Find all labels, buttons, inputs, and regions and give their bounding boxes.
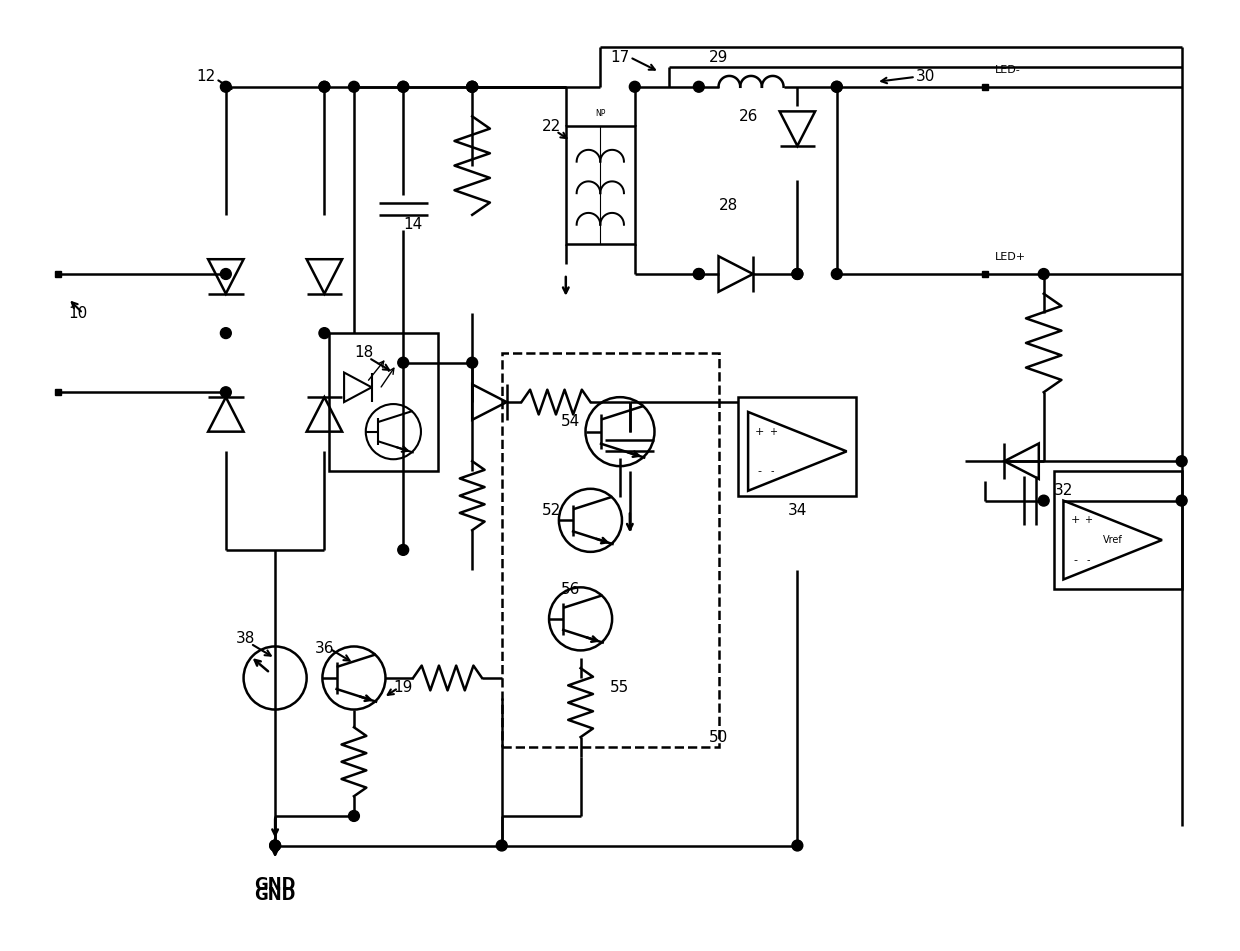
Circle shape: [831, 82, 842, 92]
Text: 28: 28: [719, 198, 738, 212]
Circle shape: [466, 82, 477, 92]
Text: 14: 14: [403, 217, 423, 232]
Text: Vref: Vref: [1102, 535, 1122, 545]
Text: GND: GND: [254, 885, 296, 903]
Text: -: -: [1074, 554, 1078, 565]
Text: 26: 26: [738, 108, 758, 124]
Circle shape: [792, 268, 802, 280]
Text: 50: 50: [709, 729, 728, 745]
Text: 52: 52: [542, 503, 560, 518]
Text: LED-: LED-: [994, 65, 1021, 75]
Circle shape: [319, 82, 330, 92]
Circle shape: [348, 82, 360, 92]
Circle shape: [693, 268, 704, 280]
Circle shape: [221, 328, 232, 339]
Text: 19: 19: [393, 680, 413, 695]
Circle shape: [831, 82, 842, 92]
Circle shape: [221, 268, 232, 280]
Text: 12: 12: [196, 69, 216, 85]
Circle shape: [1038, 495, 1049, 506]
Circle shape: [466, 82, 477, 92]
Circle shape: [466, 358, 477, 368]
Circle shape: [831, 268, 842, 280]
Text: 22: 22: [542, 119, 560, 134]
Text: +: +: [1070, 515, 1080, 525]
Circle shape: [398, 545, 409, 555]
Text: 56: 56: [560, 582, 580, 597]
Circle shape: [221, 82, 232, 92]
Bar: [565, 126, 635, 244]
Text: GND: GND: [254, 876, 296, 894]
Text: 10: 10: [68, 306, 88, 320]
Text: -: -: [771, 466, 775, 476]
Bar: [330, 333, 438, 471]
Text: 55: 55: [610, 680, 630, 695]
Text: LED+: LED+: [994, 252, 1025, 262]
Text: 38: 38: [236, 631, 255, 646]
Text: 32: 32: [1054, 483, 1073, 498]
Text: 54: 54: [562, 415, 580, 429]
Circle shape: [1038, 268, 1049, 280]
Text: 17: 17: [610, 49, 630, 65]
Text: -: -: [758, 466, 761, 476]
Text: NP: NP: [595, 109, 605, 118]
Circle shape: [792, 840, 802, 851]
Text: +: +: [769, 427, 776, 437]
Circle shape: [1177, 495, 1187, 506]
Circle shape: [269, 840, 280, 851]
Circle shape: [693, 268, 704, 280]
Circle shape: [398, 358, 409, 368]
Text: 29: 29: [709, 49, 728, 65]
Bar: [738, 398, 857, 495]
Text: 34: 34: [787, 503, 807, 518]
Text: -: -: [1086, 554, 1090, 565]
Text: +: +: [1084, 515, 1092, 525]
Circle shape: [466, 82, 477, 92]
Circle shape: [221, 387, 232, 398]
Text: 18: 18: [355, 345, 373, 360]
Circle shape: [348, 810, 360, 822]
Circle shape: [792, 268, 802, 280]
Bar: [1054, 471, 1182, 590]
Text: 36: 36: [315, 641, 334, 656]
Circle shape: [1177, 456, 1187, 467]
Circle shape: [269, 840, 280, 851]
Text: +: +: [755, 427, 765, 437]
Text: 30: 30: [916, 69, 935, 85]
Circle shape: [398, 82, 409, 92]
Circle shape: [319, 328, 330, 339]
Circle shape: [693, 82, 704, 92]
Circle shape: [630, 82, 640, 92]
Circle shape: [398, 82, 409, 92]
Circle shape: [319, 82, 330, 92]
Bar: [502, 353, 718, 747]
Circle shape: [496, 840, 507, 851]
